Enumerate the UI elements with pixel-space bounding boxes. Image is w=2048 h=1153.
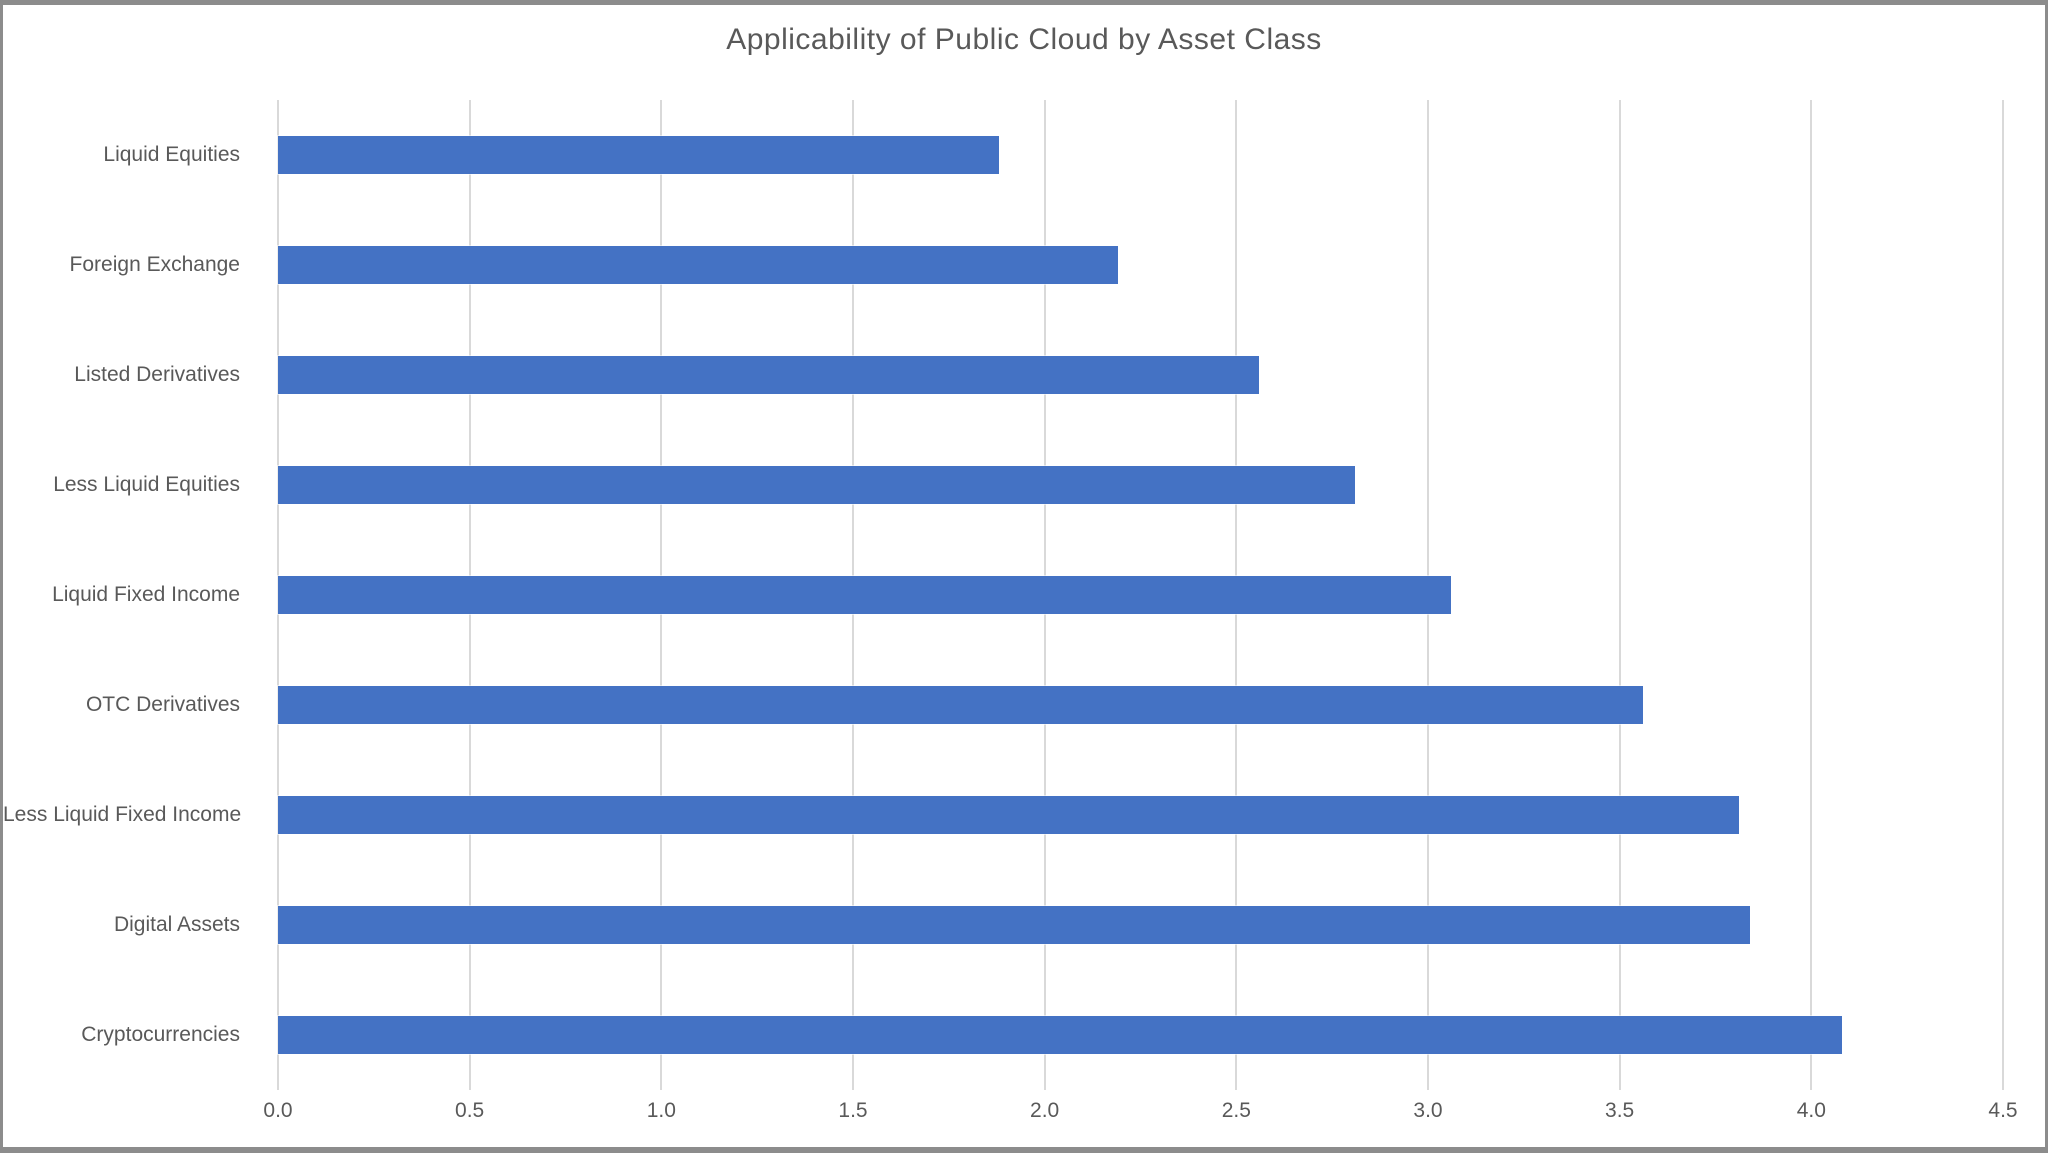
bar-cryptocurrencies (278, 1016, 1842, 1054)
bar-row (278, 320, 2003, 430)
bar-row (278, 870, 2003, 980)
bar-row (278, 210, 2003, 320)
plot-area (277, 100, 2004, 1090)
category-label: Cryptocurrencies (81, 1023, 240, 1046)
bar-row (278, 540, 2003, 650)
category-label: Foreign Exchange (69, 253, 240, 276)
x-tick-label: 2.5 (1221, 1099, 1251, 1122)
gridline (1618, 100, 1621, 1090)
value-axis: 0.0 0.5 1.0 1.5 2.0 2.5 3.0 3.5 4.0 4.5 (263, 1097, 2017, 1137)
x-tick-label: 0.5 (455, 1099, 485, 1122)
x-tick-label: 4.5 (1988, 1099, 2018, 1122)
bar-liquid-fixed-income (278, 576, 1451, 614)
x-tick-label: 3.0 (1413, 1099, 1443, 1122)
category-axis: Liquid Equities Foreign Exchange Listed De… (3, 100, 258, 1090)
category-label: Less Liquid Equities (53, 473, 240, 496)
gridline (1810, 100, 1813, 1090)
x-tick-label: 1.5 (838, 1099, 868, 1122)
bar-less-liquid-fixed-income (278, 796, 1739, 834)
category-label: Liquid Equities (103, 143, 240, 166)
bar-row (278, 100, 2003, 210)
bar-otc-derivatives (278, 686, 1643, 724)
bar-row (278, 760, 2003, 870)
x-tick-label: 1.0 (646, 1099, 676, 1122)
bar-row (278, 980, 2003, 1090)
category-label: Listed Derivatives (74, 363, 240, 386)
x-tick-label: 2.0 (1030, 1099, 1060, 1122)
category-label: Liquid Fixed Income (52, 583, 240, 606)
bar-less-liquid-equities (278, 466, 1356, 504)
bar-row (278, 650, 2003, 760)
x-tick-label: 0.0 (263, 1099, 293, 1122)
x-tick-label: 4.0 (1796, 1099, 1826, 1122)
gridline (2002, 100, 2004, 1090)
category-label: Less Liquid Fixed Income (3, 803, 242, 826)
bar-foreign-exchange (278, 246, 1118, 284)
chart-title: Applicability of Public Cloud by Asset C… (726, 23, 1322, 56)
bar-digital-assets (278, 906, 1750, 944)
bar-row (278, 430, 2003, 540)
bar-listed-derivatives (278, 356, 1260, 394)
bar-liquid-equities (278, 136, 999, 174)
category-label: OTC Derivatives (85, 693, 240, 716)
x-tick-label: 3.5 (1605, 1099, 1635, 1122)
category-label: Digital Assets (113, 913, 240, 936)
